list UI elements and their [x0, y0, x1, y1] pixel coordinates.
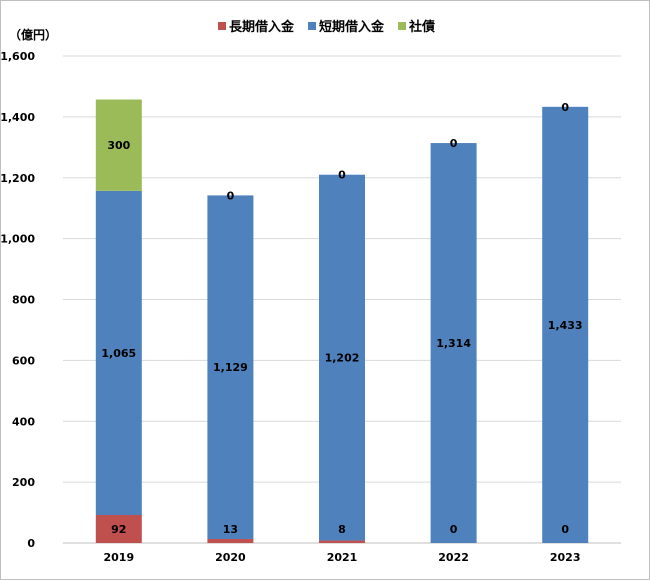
legend-swatch-2	[398, 22, 407, 30]
y-axis-ticks: 0 200 400 600 800 1,000 1,200 1,400 1,600	[0, 50, 35, 550]
x-tick-label: 2021	[327, 551, 358, 564]
bar-2020-series-1	[207, 195, 254, 540]
legend-label-1: 短期借入金	[319, 19, 385, 35]
x-tick-label: 2022	[438, 551, 469, 564]
bars	[95, 99, 589, 543]
data-label-2020-series-2: 0	[227, 189, 235, 202]
bar-2021-series-0	[319, 540, 365, 543]
data-label-2023-series-1: 1,433	[548, 319, 583, 332]
bar-2023-series-1	[542, 106, 589, 543]
data-label-2022-series-1: 1,314	[436, 337, 471, 350]
data-label-2022-series-2: 0	[450, 137, 458, 150]
bar-2019-series-1	[95, 190, 142, 515]
x-axis-ticks: 2019 2020 2021 2022 2023	[103, 551, 580, 564]
data-label-2019-series-1: 1,065	[101, 347, 136, 360]
y-tick-label: 0	[27, 537, 35, 550]
data-label-2022-series-0: 0	[450, 523, 458, 536]
y-tick-label: 400	[12, 415, 35, 428]
data-label-2023-series-2: 0	[561, 101, 569, 114]
x-tick-label: 2023	[550, 551, 581, 564]
data-label-2021-series-1: 1,202	[325, 352, 360, 365]
y-tick-label: 1,400	[1, 111, 35, 124]
bar-2019-series-0	[95, 514, 142, 543]
y-axis-unit-label: （億円）	[9, 27, 57, 42]
y-tick-label: 1,200	[1, 172, 35, 185]
legend-label-2: 社債	[408, 19, 435, 35]
data-label-2020-series-0: 13	[223, 523, 238, 536]
bar-2019-series-2	[95, 99, 142, 191]
data-labels: 92 1,065 300 13 1,129 0 8 1,202 0 0 1,314 0 0 1,433 0	[101, 101, 582, 536]
y-tick-label: 1,000	[1, 233, 35, 246]
data-label-2021-series-0: 8	[338, 523, 346, 536]
legend-swatch-0	[218, 22, 226, 30]
legend-swatch-1	[308, 22, 317, 30]
data-label-2021-series-2: 0	[338, 169, 346, 182]
bar-2021-series-1	[319, 174, 365, 541]
x-tick-label: 2020	[215, 551, 246, 564]
bar-2020-series-0	[207, 539, 254, 543]
legend: 長期借入金 短期借入金 社債	[218, 19, 435, 35]
data-label-2020-series-1: 1,129	[213, 361, 248, 374]
y-tick-label: 1,600	[1, 50, 35, 63]
data-label-2023-series-0: 0	[561, 523, 569, 536]
data-label-2019-series-0: 92	[111, 523, 126, 536]
bar-2022-series-1	[430, 143, 477, 543]
y-tick-label: 200	[12, 476, 35, 489]
y-tick-label: 800	[12, 294, 35, 307]
y-tick-label: 600	[12, 354, 35, 367]
legend-label-0: 長期借入金	[229, 19, 295, 35]
x-tick-label: 2019	[103, 551, 134, 564]
data-label-2019-series-2: 300	[107, 139, 130, 152]
